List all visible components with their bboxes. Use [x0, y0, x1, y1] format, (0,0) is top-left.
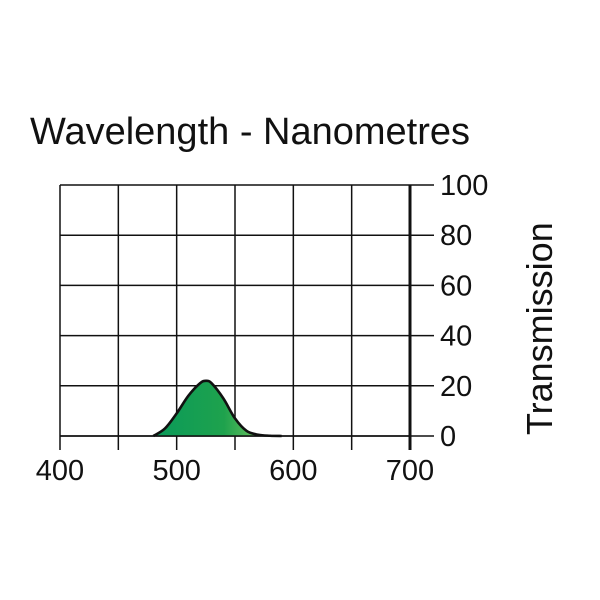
y-tick-label: 80 [440, 220, 472, 252]
y-tick-label: 40 [440, 321, 472, 353]
transmission-curve-line [152, 379, 282, 438]
grid [59, 184, 434, 450]
x-tick-label: 600 [269, 455, 317, 487]
x-tick-label: 700 [386, 455, 434, 487]
y-tick-label: 100 [440, 170, 488, 202]
y-axis-label: Transmission [519, 222, 560, 435]
x-tick-label: 400 [36, 455, 84, 487]
x-tick-label: 500 [152, 455, 200, 487]
series-fill-layer [152, 379, 282, 438]
y-tick-label: 20 [440, 371, 472, 403]
transmission-curve-fill [153, 380, 282, 436]
y-tick-label: 0 [440, 421, 456, 453]
y-tick-label: 60 [440, 270, 472, 302]
chart-title: Wavelength - Nanometres [30, 111, 470, 153]
axes [60, 185, 412, 450]
